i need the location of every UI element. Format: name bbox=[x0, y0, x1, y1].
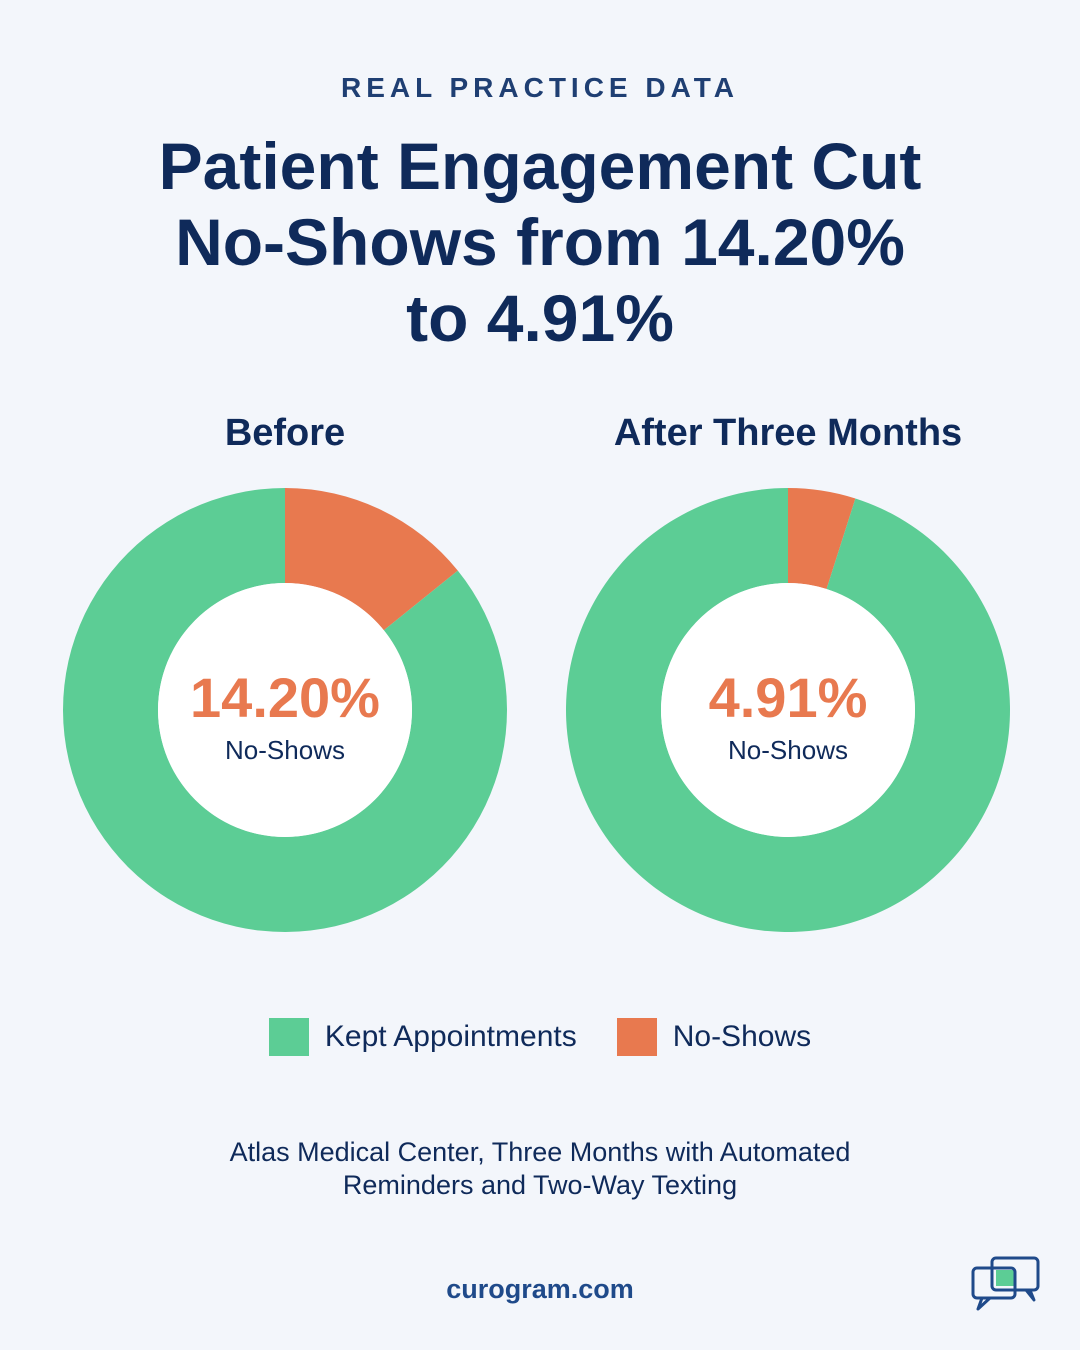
legend-label-kept: Kept Appointments bbox=[324, 1020, 577, 1053]
caption: Atlas Medical Center, Three Months with … bbox=[140, 1136, 940, 1202]
caption-line: Atlas Medical Center, Three Months with … bbox=[229, 1137, 851, 1167]
footer-url-link[interactable]: curogram.com bbox=[446, 1274, 634, 1304]
chart-title-after: After Three Months bbox=[613, 412, 963, 454]
legend-label-no-shows: No-Shows bbox=[672, 1020, 812, 1053]
legend-item-no-shows: No-Shows bbox=[616, 1018, 812, 1056]
headline: Patient Engagement Cut No-Shows from 14.… bbox=[90, 128, 990, 356]
donut-charts bbox=[62, 488, 1010, 932]
donut-hole bbox=[158, 583, 412, 837]
center-value-before: 14.20% bbox=[190, 666, 380, 729]
headline-line: to 4.91% bbox=[406, 281, 674, 355]
donut-slice-no-shows-before bbox=[285, 488, 458, 631]
chat-bubbles-icon bbox=[971, 1256, 1040, 1311]
chart-title-before: Before bbox=[224, 412, 346, 454]
legend-swatch-kept bbox=[268, 1018, 309, 1056]
donut-slice-kept-before bbox=[62, 488, 507, 932]
center-value-after: 4.91% bbox=[708, 666, 868, 729]
headline-line: No-Shows from 14.20% bbox=[175, 205, 905, 279]
caption-line: Reminders and Two-Way Texting bbox=[342, 1170, 738, 1200]
center-label-after: No-Shows bbox=[728, 735, 848, 765]
headline-line: Patient Engagement Cut bbox=[158, 129, 922, 203]
eyebrow-label: REAL PRACTICE DATA bbox=[341, 72, 739, 103]
legend: Kept Appointments No-Shows bbox=[0, 1018, 1080, 1056]
donut-slice-kept-after bbox=[565, 488, 1010, 932]
donut-slice-no-shows-after bbox=[788, 488, 856, 589]
center-label-before: No-Shows bbox=[225, 735, 345, 765]
legend-item-kept: Kept Appointments bbox=[268, 1018, 577, 1056]
legend-swatch-no-shows bbox=[616, 1018, 657, 1056]
donut-hole bbox=[661, 583, 915, 837]
